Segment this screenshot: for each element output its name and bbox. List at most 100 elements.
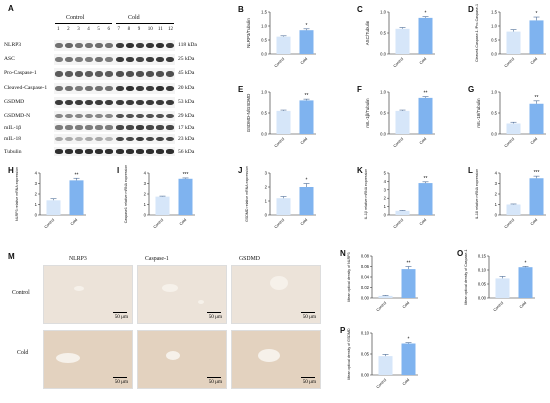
significance-marker: ** — [424, 91, 428, 97]
bar-control — [378, 356, 393, 375]
panel-m-label: M — [8, 252, 15, 261]
y-tick-label: 1 — [384, 204, 387, 209]
blot-band — [155, 113, 164, 119]
blot-band — [135, 43, 144, 48]
blot-band — [125, 136, 134, 142]
blot-protein-label: GSDMD-N — [4, 113, 31, 119]
bar-cold — [69, 180, 84, 215]
blot-band — [105, 125, 114, 130]
blot-band — [95, 100, 104, 105]
blot-band — [115, 43, 124, 48]
blot-band — [125, 113, 134, 119]
blot-band — [85, 57, 94, 62]
x-tick-label: Control — [393, 57, 405, 69]
blot-band — [65, 43, 74, 48]
blot-band — [115, 136, 124, 142]
y-tick-label: 4 — [384, 179, 387, 184]
panel-f-label: F — [357, 85, 362, 94]
blot-band — [145, 71, 154, 77]
y-tick-label: 0.5 — [261, 38, 267, 43]
blot-strip — [54, 134, 175, 144]
x-tick-label: Control — [504, 218, 516, 230]
blot-band — [55, 125, 64, 130]
y-tick-label: 1.0 — [261, 24, 267, 29]
lane-number: 1 — [57, 27, 60, 32]
bar-control — [506, 204, 521, 215]
ihc-image-control-nlrp3: 50 μm — [43, 265, 133, 324]
bar-cold — [529, 103, 544, 134]
blot-band — [165, 149, 174, 154]
x-tick-label: Cold — [300, 137, 308, 145]
blot-band — [85, 125, 94, 130]
blot-protein-label: ASC — [4, 56, 15, 62]
blot-band — [75, 136, 84, 142]
blot-band — [135, 57, 144, 62]
blot-strip — [54, 40, 175, 51]
significance-marker: ** — [424, 176, 428, 182]
blot-band — [55, 113, 64, 119]
blot-band — [125, 71, 134, 77]
x-tick-label: Control — [274, 218, 286, 230]
y-tick-label: 0.15 — [478, 254, 487, 259]
bar-cold — [299, 187, 314, 215]
y-axis-label: Cleaved-Caspase-1 /Pro-Caspase-1 — [475, 4, 479, 62]
panel-e-label: E — [238, 85, 244, 94]
y-tick-label: 0.00 — [478, 296, 487, 301]
scale-bar-label: 50 μm — [114, 379, 128, 385]
y-tick-label: 0.0 — [380, 132, 386, 137]
blot-band — [55, 100, 64, 105]
bar-control — [378, 295, 393, 298]
blot-band — [135, 71, 144, 77]
y-tick-label: 4 — [35, 171, 38, 176]
bar-cold — [178, 178, 193, 215]
bar-control — [395, 110, 410, 134]
blot-band — [85, 113, 94, 119]
y-tick-label: 2 — [495, 192, 498, 197]
blot-kda-label: 29 kDa — [178, 113, 195, 119]
lane-number: 11 — [157, 27, 163, 32]
significance-marker: ** — [75, 172, 79, 178]
blot-kda-label: 118 kDa — [178, 42, 197, 48]
blot-band — [165, 86, 174, 91]
x-tick-label: Cold — [402, 378, 410, 386]
y-tick-label: 0.0 — [261, 132, 267, 137]
y-tick-label: 0.5 — [491, 38, 497, 43]
blot-band — [135, 113, 144, 119]
blot-band — [65, 57, 74, 62]
blot-band — [135, 100, 144, 105]
blot-band — [115, 125, 124, 130]
panel-l-label: L — [468, 166, 473, 175]
x-tick-label: Cold — [402, 301, 410, 309]
scale-bar-label: 50 μm — [208, 379, 222, 385]
blot-band — [145, 86, 154, 91]
blot-band — [105, 43, 114, 48]
y-tick-label: 0.5 — [380, 31, 386, 36]
blot-band — [145, 57, 154, 62]
x-tick-label: Cold — [530, 137, 538, 145]
group-control-line — [55, 23, 112, 24]
lane-numbers: 1 2 3 4 5 6 7 8 9 10 11 12 — [54, 27, 175, 35]
blot-band — [105, 71, 114, 77]
y-axis-label: NLRP3/Tubulin — [246, 18, 251, 48]
y-axis-label: Caspase1 relative mRNA expression — [124, 165, 128, 224]
bar-control — [506, 123, 521, 134]
x-tick-label: Control — [376, 378, 388, 390]
scale-bar-label: 50 μm — [114, 314, 128, 320]
bar-control — [395, 210, 410, 215]
lane-number: 10 — [147, 27, 153, 32]
blot-strip — [54, 111, 175, 121]
blot-band — [85, 136, 94, 142]
bar-control — [495, 278, 510, 298]
blot-protein-label: mIL-18 — [4, 136, 22, 142]
y-tick-label: 0.5 — [491, 111, 497, 116]
blot-band — [55, 43, 64, 48]
blot-band — [55, 57, 64, 62]
panel-g-label: G — [468, 85, 474, 94]
y-tick-label: 0.00 — [361, 373, 370, 378]
blot-band — [115, 113, 124, 119]
y-axis-label: Mean optical density of Caspase-1 — [464, 249, 468, 304]
blot-strip — [54, 54, 175, 65]
y-tick-label: 0.02 — [361, 285, 370, 290]
y-tick-label: 5 — [384, 171, 387, 176]
x-tick-label: Control — [153, 218, 165, 230]
